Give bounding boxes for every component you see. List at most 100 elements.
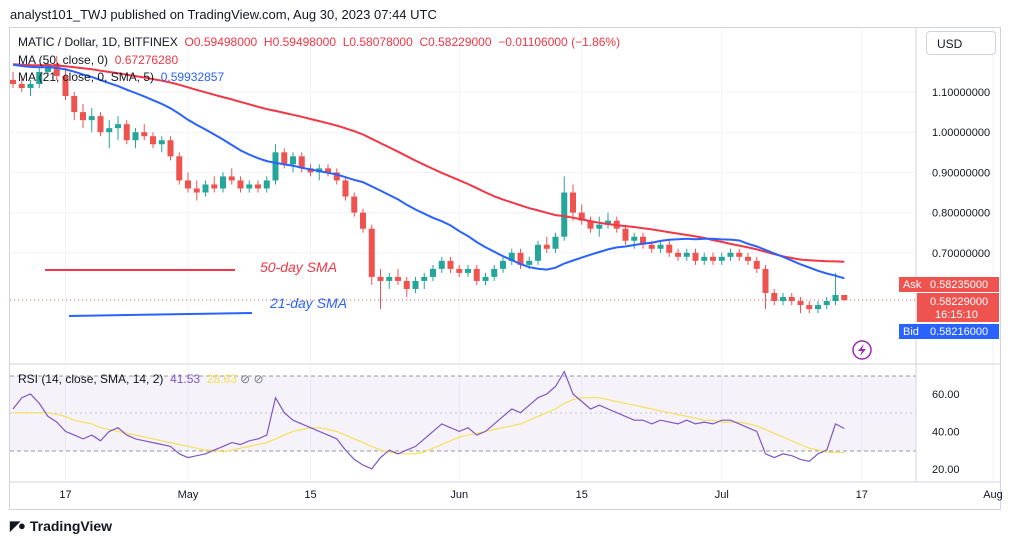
price-tick-label: 1.10000000 [932,87,990,99]
ma21-line [12,63,845,280]
candle-body [596,224,603,229]
candle-body [202,184,209,193]
candle-body [412,280,419,289]
time-tick-label: 15 [304,489,316,501]
candle [80,104,86,129]
candle [456,264,463,277]
candle-body [788,297,795,302]
candle [123,120,130,145]
candle [753,256,760,273]
candle-body [736,252,743,257]
candle-body [631,236,638,241]
candle [360,208,366,233]
candle [211,176,218,193]
candle-body [456,268,463,273]
candle [578,204,585,225]
candle [10,71,16,88]
candle-body [185,180,191,189]
candle-body [246,184,253,189]
chart-frame [9,27,1001,510]
tradingview-logo[interactable]: ◤● TradingView [10,518,112,534]
candle-body [683,252,690,257]
candle [106,120,113,149]
candle [246,180,253,193]
candle [552,232,559,253]
settings-icon[interactable]: ⊘ [253,372,264,386]
candle-body [377,276,384,281]
candle [193,180,200,201]
candle [657,240,664,253]
time-tick-label: 17 [856,489,868,501]
rsi-label: RSI (14, close, SMA, 14, 2) [18,372,164,386]
candle-body [298,156,305,169]
candle-body [832,295,839,302]
candle [351,192,358,217]
candle [71,92,78,121]
candle [27,79,34,97]
candle-body [692,252,699,261]
sma21-annotation: 21-day SMA [269,295,347,311]
candle [473,264,480,285]
candle-body [806,305,813,310]
ma50-label: MA (50, close, 0) [18,53,109,67]
candle-body [71,96,78,113]
sma50-annotation: 50-day SMA [260,259,337,275]
candle-body [465,268,471,273]
candle [368,224,375,285]
candle [298,152,305,173]
candle-body [10,79,16,84]
candle [482,272,489,285]
ask-value: 0.58235000 [930,279,988,291]
candle-body [578,212,585,221]
candle-body [123,124,130,141]
candle [88,108,95,133]
candle-body [491,268,498,277]
rsi-tick-label: 20.00 [932,464,960,476]
candle-body [561,192,568,237]
lightning-icon[interactable] [852,340,872,360]
candle [255,180,261,193]
candle [386,272,393,289]
candle-body [447,260,454,269]
candle [596,216,603,237]
candle-body [815,305,821,310]
candle-body [342,180,349,197]
candle [132,128,139,149]
rsi-tick-label: 60.00 [932,389,960,401]
currency-button[interactable]: USD [926,31,996,55]
candle-body [421,276,428,281]
candle [220,172,226,193]
candle-body [228,176,235,181]
candle-body [535,244,541,261]
candle-body [263,180,270,189]
candle [832,272,839,306]
candle [815,301,821,314]
candle-body [158,140,165,145]
time-tick-label: Jun [450,489,468,501]
last-price-value: 0.58229000 [930,296,988,308]
rsi-ma-line [13,397,845,455]
eye-icon[interactable]: ⊘ [240,372,251,386]
candle-body [657,244,664,249]
ma50-value: 0.67276280 [114,53,179,67]
candle [403,276,410,298]
last-price-tag: 0.58229000 16:15:10 [917,293,999,322]
candle-body [666,244,673,253]
candle [290,152,296,173]
ma-layer [12,63,845,280]
candle [377,268,384,310]
candle [727,248,734,261]
candle [228,168,235,185]
candle-body [333,172,340,181]
candle [500,256,506,273]
bar-countdown: 16:15:10 [935,309,978,321]
ma50-legend: MA (50, close, 0) 0.67276280 [18,53,178,67]
candle-body [500,260,506,269]
candle-body [640,236,646,245]
candle [806,301,813,314]
candle-body [823,301,830,306]
candle [342,176,349,201]
low-value: L0.58078000 [342,35,413,49]
time-tick-label: 17 [59,489,71,501]
